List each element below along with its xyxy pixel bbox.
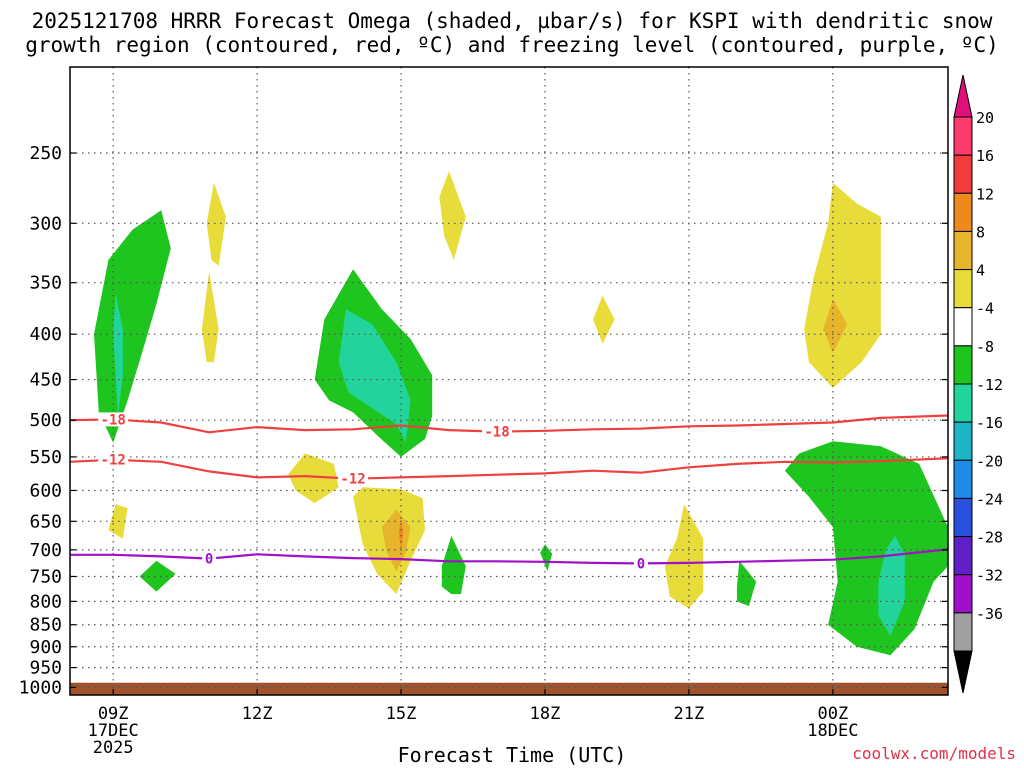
omega-sinking-e-core [823, 298, 848, 353]
contour-label-bg-dgz-minus18-0 [98, 412, 129, 427]
chart-title-line-1: 2025121708 HRRR Forecast Omega (shaded, … [31, 9, 993, 33]
y-tick-label-950: 950 [29, 658, 62, 679]
y-tick-label-250: 250 [29, 143, 62, 164]
x-tick-label-21Z: 21Z [674, 704, 705, 724]
colorbar-swatch-2 [953, 192, 973, 232]
colorbar-swatch-7 [953, 383, 973, 423]
x-tick-label-00Z: 00Z [817, 704, 848, 724]
colorbar-label-2: 12 [976, 185, 994, 203]
y-tick-label-550: 550 [29, 447, 62, 468]
x-tick-label-09Z: 09Z [98, 704, 129, 724]
omega-sinking-c [439, 171, 466, 260]
colorbar-label-12: -32 [976, 567, 1003, 585]
contour-label-dgz-minus12-1: -12 [340, 472, 365, 488]
colorbar-label-13: -36 [976, 605, 1003, 623]
y-tick-label-600: 600 [29, 480, 62, 501]
contour-label-bg-dgz-minus12-1 [338, 471, 369, 486]
colorbar-swatch-8 [953, 421, 973, 461]
y-tick-label-450: 450 [29, 370, 62, 391]
colorbar-label-9: -20 [976, 452, 1003, 470]
y-tick-label-350: 350 [29, 273, 62, 294]
omega-rising-c-core [878, 535, 905, 636]
plot-frame [69, 66, 949, 696]
colorbar-label-11: -28 [976, 529, 1003, 547]
omega-rising-c [784, 441, 948, 656]
y-tick-label-800: 800 [29, 591, 62, 612]
contour-label-freezing-level-0: 0 [205, 552, 213, 568]
y-tick-label-900: 900 [29, 637, 62, 658]
contour-label-bg-dgz-minus18-1 [482, 424, 513, 439]
y-tick-label-400: 400 [29, 324, 62, 345]
omega-sinking-a [206, 182, 226, 266]
omega-rising-a [94, 210, 171, 443]
omega-sinking-i [664, 504, 704, 609]
colorbar-label-10: -24 [976, 490, 1003, 508]
colorbar-swatch-11 [953, 536, 973, 576]
colorbar-label-5: -4 [976, 300, 994, 318]
colorbar-label-1: 16 [976, 147, 994, 165]
x-tick-label-15Z: 15Z [386, 704, 417, 724]
contour-label-freezing-level-1: 0 [637, 556, 645, 572]
colorbar-label-4: 4 [976, 262, 985, 280]
omega-sinking-e [804, 182, 881, 388]
plot-area: -18 -18 -12 -12 0 0 [70, 67, 948, 695]
y-tick-label-850: 850 [29, 615, 62, 636]
y-tick-label-650: 650 [29, 511, 62, 532]
colorbar-bottom-arrow [953, 650, 973, 694]
colorbar-label-0: 20 [976, 109, 994, 127]
x-tick-label-12Z: 12Z [242, 704, 273, 724]
x-tick-label-18Z: 18Z [530, 704, 561, 724]
y-tick-label-750: 750 [29, 566, 62, 587]
colorbar-label-8: -16 [976, 414, 1003, 432]
colorbar-swatch-5 [953, 307, 973, 347]
omega-rising-small-3 [540, 544, 553, 572]
contour-label-bg-dgz-minus12-0 [98, 452, 129, 467]
colorbar-label-6: -8 [976, 338, 994, 356]
contour-label-dgz-minus12-0: -12 [101, 453, 126, 469]
colorbar-swatch-6 [953, 345, 973, 385]
x-tick-date-00Z: 18DEC [807, 721, 858, 741]
contour-freezing-level [70, 548, 948, 565]
omega-rising-b-core [338, 309, 411, 443]
contour-label-dgz-minus18-0: -18 [101, 412, 126, 428]
colorbar-label-7: -12 [976, 376, 1003, 394]
credit-link[interactable]: coolwx.com/models [852, 744, 1016, 763]
omega-sinking-d [593, 295, 615, 344]
omega-rising-small-4 [736, 560, 757, 607]
chart-title-line-2: growth region (contoured, red, ºC) and f… [25, 33, 999, 57]
omega-rising-small-2 [441, 535, 466, 595]
colorbar-top-arrow [953, 74, 973, 118]
x-tick-date-09Z: 17DEC [88, 721, 139, 741]
contour-label-bg-freezing-level-0 [202, 551, 217, 566]
omega-sinking-b [201, 271, 219, 363]
colorbar-label-3: 8 [976, 223, 985, 241]
colorbar-swatch-10 [953, 497, 973, 538]
x-tick-year-09Z: 2025 [93, 738, 134, 758]
x-axis-label: Forecast Time (UTC) [397, 743, 627, 767]
omega-rising-small-1 [139, 560, 176, 592]
colorbar-swatch-1 [953, 154, 973, 194]
y-tick-label-1000: 1000 [19, 677, 62, 698]
y-tick-label-500: 500 [29, 410, 62, 431]
colorbar-swatch-12 [953, 574, 973, 614]
y-tick-label-300: 300 [29, 213, 62, 234]
contour-label-bg-freezing-level-1 [633, 556, 648, 571]
contour-label-dgz-minus18-1: -18 [484, 425, 509, 441]
contour-dgz-minus12 [70, 457, 948, 480]
y-tick-label-700: 700 [29, 540, 62, 561]
terrain-fill [70, 682, 948, 695]
colorbar-swatch-13 [953, 612, 973, 652]
colorbar-swatch-3 [953, 230, 973, 271]
colorbar-swatch-9 [953, 459, 973, 499]
colorbar-swatch-4 [953, 269, 973, 309]
omega-sinking-f [288, 453, 339, 504]
colorbar-swatch-0 [953, 116, 973, 156]
omega-rising-a-core [113, 293, 123, 417]
omega-sinking-h-core [381, 509, 411, 572]
